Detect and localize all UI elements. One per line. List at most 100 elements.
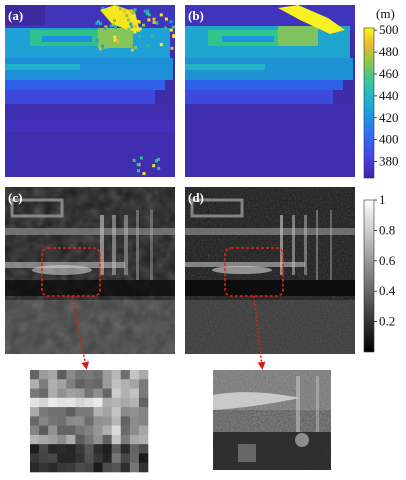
inset-block bbox=[102, 462, 112, 473]
inset-block bbox=[120, 416, 131, 426]
inset-block bbox=[102, 434, 112, 445]
inset-block bbox=[66, 462, 76, 473]
speckle-pixel bbox=[143, 9, 147, 13]
inset-block bbox=[84, 397, 94, 408]
inset-block bbox=[93, 444, 103, 454]
inset-block bbox=[48, 453, 58, 464]
inset-block bbox=[48, 416, 58, 426]
inset-block bbox=[75, 388, 85, 399]
panel-b-label: (b) bbox=[188, 8, 204, 23]
inset-block bbox=[129, 416, 140, 426]
panel-c-vertical-bars bbox=[100, 210, 153, 280]
inset-block bbox=[93, 379, 103, 389]
inset-block bbox=[111, 397, 122, 408]
panel-b-range-map bbox=[185, 5, 355, 177]
speckle-pixel bbox=[157, 166, 161, 170]
inset-block bbox=[30, 434, 40, 445]
inset-block bbox=[93, 453, 103, 464]
inset-block bbox=[75, 397, 85, 408]
inset-block bbox=[138, 453, 149, 464]
speckle-pixel bbox=[129, 44, 133, 48]
colorbar-range-tick-label: 400 bbox=[379, 132, 399, 147]
inset-block bbox=[120, 397, 131, 408]
inset-block bbox=[84, 434, 94, 445]
speckle-pixel bbox=[101, 9, 105, 12]
inset-block bbox=[75, 379, 85, 389]
speckle-pixel bbox=[99, 22, 102, 26]
inset-block bbox=[57, 434, 67, 445]
inset-block bbox=[93, 370, 103, 380]
speckle-pixel bbox=[169, 28, 173, 32]
inset-block bbox=[75, 416, 85, 426]
inset-block bbox=[66, 444, 76, 454]
speckle-pixel bbox=[152, 17, 156, 21]
inset-block bbox=[57, 425, 67, 436]
inset-block bbox=[93, 416, 103, 426]
inset-block bbox=[30, 388, 40, 399]
inset-block bbox=[129, 462, 140, 473]
speckle-pixel bbox=[138, 27, 142, 31]
speckle-pixel bbox=[125, 14, 129, 18]
speckle-pixel bbox=[98, 47, 102, 51]
inset-block bbox=[111, 434, 122, 445]
speckle-pixel bbox=[153, 40, 157, 44]
colorbar-range-tick-label: 420 bbox=[379, 110, 399, 125]
speckle-pixel bbox=[130, 48, 134, 52]
speckle-pixel bbox=[136, 19, 140, 23]
inset-block bbox=[39, 434, 49, 445]
inset-block bbox=[48, 425, 58, 436]
inset-block bbox=[93, 425, 103, 436]
inset-block bbox=[39, 444, 49, 454]
inset-block bbox=[138, 444, 149, 454]
speckle-pixel bbox=[172, 35, 176, 38]
inset-block bbox=[102, 425, 112, 436]
inset-block bbox=[111, 444, 122, 454]
speckle-pixel bbox=[138, 34, 142, 38]
speckle-pixel bbox=[104, 45, 108, 49]
inset-block bbox=[129, 388, 140, 399]
inset-block bbox=[84, 407, 94, 417]
inset-block bbox=[30, 397, 40, 408]
inset-block bbox=[138, 462, 149, 473]
panel-d-zoom-highlight bbox=[224, 247, 284, 297]
speckle-pixel bbox=[146, 44, 150, 48]
inset-block bbox=[93, 388, 103, 399]
speckle-pixel bbox=[113, 19, 116, 22]
speckle-pixel bbox=[156, 46, 160, 50]
inset-block bbox=[102, 453, 112, 464]
inset-block bbox=[48, 444, 58, 454]
panel-d-intensity bbox=[185, 187, 355, 354]
colorbar-intensity bbox=[363, 199, 375, 353]
speckle-pixel bbox=[111, 23, 115, 27]
inset-block bbox=[120, 388, 131, 399]
speckle-pixel bbox=[96, 20, 100, 24]
speckle-pixel bbox=[130, 25, 134, 29]
speckle-pixel bbox=[170, 46, 174, 50]
inset-block bbox=[138, 407, 149, 417]
inset-block bbox=[57, 407, 67, 417]
speckle-pixel bbox=[139, 156, 143, 160]
speckle-pixel bbox=[137, 169, 140, 173]
inset-block bbox=[111, 416, 122, 426]
inset-block bbox=[129, 370, 140, 380]
inset-block bbox=[48, 379, 58, 389]
panel-c-zoom-highlight bbox=[41, 247, 101, 297]
inset-block bbox=[75, 370, 85, 380]
inset-block bbox=[66, 425, 76, 436]
inset-block bbox=[120, 444, 131, 454]
inset-block bbox=[129, 397, 140, 408]
speckle-pixel bbox=[145, 12, 149, 15]
speckle-pixel bbox=[159, 43, 163, 47]
colorbar-range-tick-label: 460 bbox=[379, 66, 399, 81]
inset-block bbox=[111, 370, 122, 380]
panel-d-label: (d) bbox=[188, 190, 204, 205]
inset-block bbox=[39, 416, 49, 426]
inset-block bbox=[84, 370, 94, 380]
inset-block bbox=[30, 444, 40, 454]
inset-block bbox=[129, 425, 140, 436]
inset-block bbox=[120, 370, 131, 380]
inset-block bbox=[93, 407, 103, 417]
speckle-pixel bbox=[133, 45, 137, 49]
inset-block bbox=[66, 379, 76, 389]
